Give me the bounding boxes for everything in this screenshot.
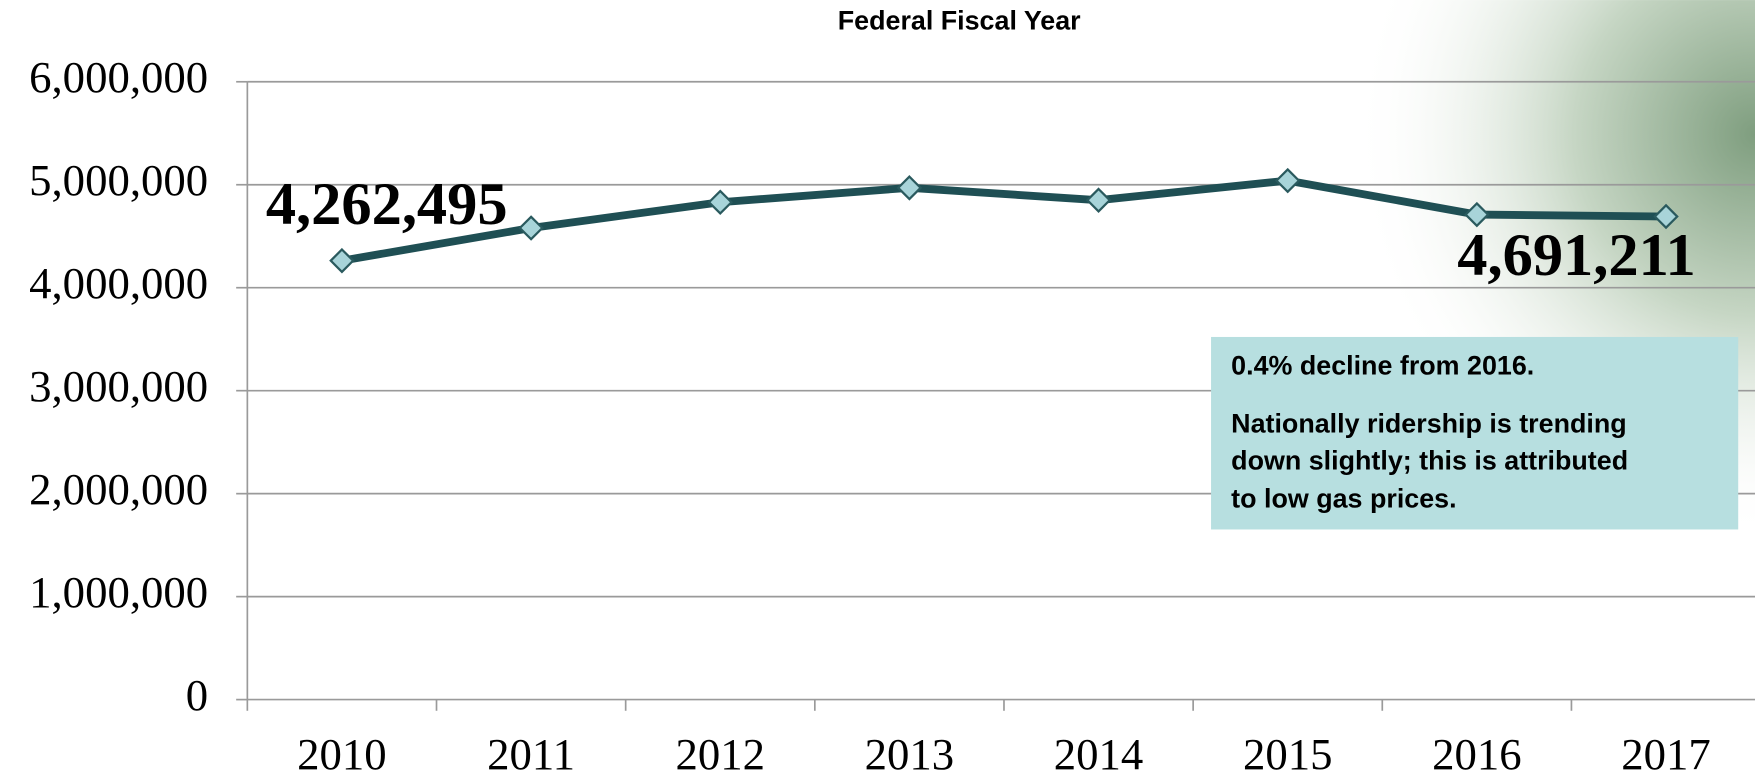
point-marker [1464,201,1490,228]
point-marker [518,215,544,241]
x-tick-label: 2015 [1243,729,1333,778]
x-tick-label: 2017 [1621,729,1711,778]
annotation-text: to low gas prices. [1231,483,1456,513]
x-tick-label: 2014 [1054,729,1144,778]
y-tick-label: 3,000,000 [29,361,208,411]
point-marker [896,175,923,201]
y-tick-label: 0 [186,670,208,720]
annotation-text: down slightly; this is attributed [1231,445,1628,475]
x-tick-label: 2010 [297,729,387,778]
chart-title: Federal Fiscal Year [838,6,1081,36]
annotation-text: 0.4% decline from 2016. [1231,350,1534,380]
data-label: 4,262,495 [266,171,508,238]
point-marker [1653,203,1679,230]
y-tick-label: 5,000,000 [29,155,208,205]
y-tick-label: 6,000,000 [29,52,208,102]
series-line [341,176,1667,265]
x-tick-label: 2011 [487,729,575,778]
y-tick-label: 4,000,000 [29,258,208,308]
y-tick-label: 2,000,000 [29,464,208,514]
annotation-box [1211,336,1739,530]
point-marker [329,247,355,274]
annotation-text: Nationally ridership is trending [1231,408,1627,438]
x-tick-label: 2013 [865,729,955,778]
y-tick-label: 1,000,000 [29,567,208,617]
data-label: 4,691,211 [1457,222,1695,289]
point-marker [1085,187,1112,213]
x-tick-label: 2012 [675,729,765,778]
point-marker [707,189,734,216]
point-marker [1274,167,1301,194]
x-tick-label: 2016 [1432,729,1522,778]
